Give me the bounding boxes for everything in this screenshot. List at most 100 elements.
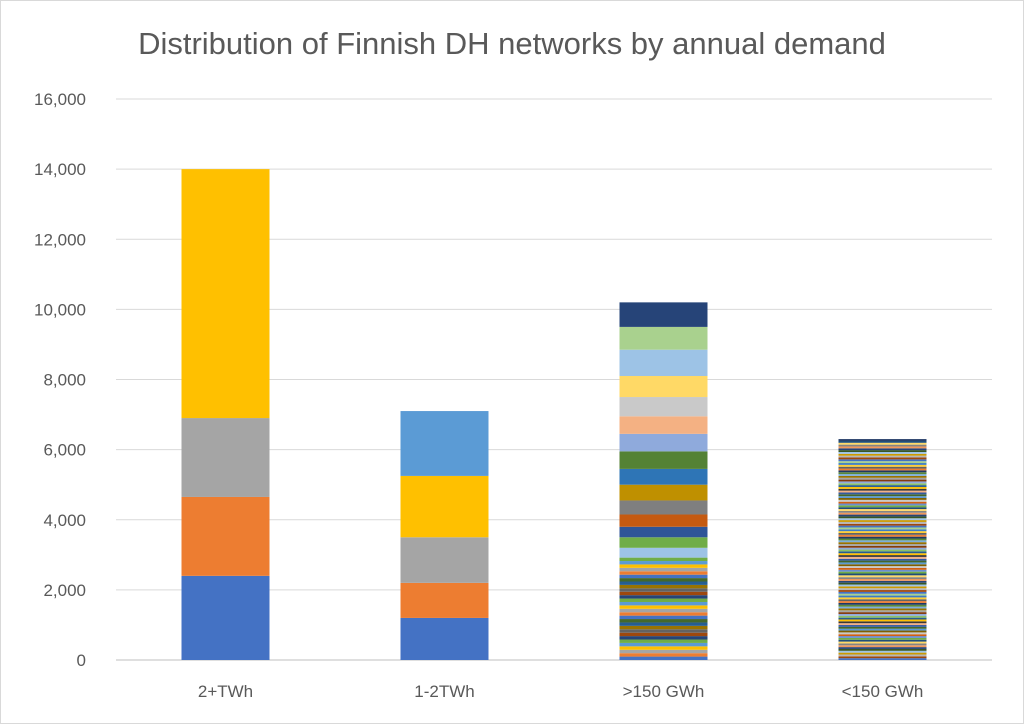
bar-segment bbox=[619, 605, 708, 609]
bar-segment bbox=[838, 577, 927, 580]
bar-segment bbox=[619, 653, 708, 657]
bar-segment bbox=[181, 418, 270, 497]
x-axis-categories: 2+TWh 1-2TWh >150 GWh <150 GWh bbox=[198, 682, 924, 701]
bar-segment bbox=[838, 591, 927, 594]
bar-segment bbox=[619, 514, 708, 527]
y-tick-label: 0 bbox=[77, 651, 86, 670]
bar-segment bbox=[838, 499, 927, 502]
bar-segment bbox=[838, 509, 927, 511]
bar-segment bbox=[619, 526, 708, 538]
bar-segment bbox=[619, 484, 708, 501]
bar-segment bbox=[838, 562, 927, 565]
bar-segment bbox=[400, 537, 489, 583]
y-tick-label: 10,000 bbox=[34, 300, 86, 319]
bar-segment bbox=[838, 525, 927, 528]
bar-segment bbox=[838, 652, 927, 655]
bar-segment bbox=[619, 584, 708, 589]
bar-segment bbox=[838, 558, 927, 561]
bar-segment bbox=[619, 636, 708, 640]
bar-segment bbox=[838, 648, 927, 651]
bar-segment bbox=[838, 520, 927, 522]
bar-segment bbox=[838, 586, 927, 589]
bar-segment bbox=[838, 560, 927, 563]
bar-segment bbox=[619, 625, 708, 630]
bar-segment bbox=[838, 459, 927, 462]
bar-segment bbox=[619, 595, 708, 599]
bar-segment bbox=[619, 375, 708, 398]
bar-segment bbox=[838, 455, 927, 458]
bar-segment bbox=[838, 472, 927, 475]
bar-segment bbox=[838, 516, 927, 519]
bar-segment bbox=[838, 564, 927, 567]
bar-segment bbox=[838, 556, 927, 559]
bar-segment bbox=[838, 580, 927, 583]
y-tick-label: 2,000 bbox=[43, 581, 86, 600]
bar-segment bbox=[619, 564, 708, 568]
bar-segment bbox=[838, 601, 927, 603]
bar-segment bbox=[838, 442, 927, 445]
bar-segment bbox=[181, 575, 270, 660]
bar-segment bbox=[619, 601, 708, 606]
bar-segment bbox=[838, 647, 927, 649]
bar-segment bbox=[838, 531, 927, 533]
bar-segment bbox=[838, 474, 927, 476]
bar-segment bbox=[181, 169, 270, 419]
bar-segment bbox=[838, 514, 927, 517]
bar-segment bbox=[838, 628, 927, 631]
bar-segment bbox=[838, 547, 927, 550]
bar-segment bbox=[619, 649, 708, 654]
bar-segment bbox=[838, 481, 927, 484]
y-tick-label: 8,000 bbox=[43, 371, 86, 390]
bar-segment bbox=[400, 617, 489, 660]
bar-segment bbox=[838, 492, 927, 495]
bar-segment bbox=[838, 538, 927, 541]
chart-title: Distribution of Finnish DH networks by a… bbox=[138, 26, 886, 61]
bar-segment bbox=[619, 571, 708, 575]
bar-segment bbox=[838, 536, 927, 539]
bar-segment bbox=[838, 567, 927, 570]
bar-segment bbox=[838, 510, 927, 513]
bar-segment bbox=[838, 485, 927, 487]
bar-segment bbox=[838, 588, 927, 591]
bar-segment bbox=[838, 523, 927, 526]
bar-segment bbox=[838, 650, 927, 653]
bar-segment bbox=[619, 612, 708, 616]
bar-segment bbox=[838, 636, 927, 638]
bar-segment bbox=[838, 542, 927, 545]
bar-segment bbox=[838, 612, 927, 614]
bar-segment bbox=[838, 545, 927, 548]
bar-segment bbox=[838, 645, 927, 648]
bar-segment bbox=[838, 490, 927, 493]
bar-segment bbox=[838, 503, 927, 506]
bar-segment bbox=[838, 599, 927, 602]
bar-segment bbox=[619, 639, 708, 643]
bar-segment bbox=[838, 654, 927, 657]
bar-segment bbox=[619, 567, 708, 572]
bar-segment bbox=[619, 608, 708, 613]
bar-segment bbox=[838, 549, 927, 552]
bar-segment bbox=[838, 643, 927, 646]
y-axis-ticks: 0 2,000 4,000 6,000 8,000 10,000 12,000 14,000 1… bbox=[34, 90, 86, 670]
bar-segment bbox=[838, 444, 927, 447]
bar-segment bbox=[838, 619, 927, 622]
bar-segment bbox=[838, 641, 927, 644]
bar-segment bbox=[619, 642, 708, 647]
bar-segment bbox=[838, 466, 927, 469]
bar-segment bbox=[838, 606, 927, 609]
bar-segment bbox=[838, 529, 927, 532]
bar-segment bbox=[181, 496, 270, 576]
bar-segment bbox=[838, 521, 927, 524]
bar-segment bbox=[838, 540, 927, 543]
bar-segment bbox=[838, 450, 927, 452]
bar-segment bbox=[619, 578, 708, 582]
bar-segment bbox=[619, 468, 708, 485]
bar-segment bbox=[838, 479, 927, 482]
bar-segment bbox=[619, 646, 708, 650]
bar-segment bbox=[619, 622, 708, 626]
bar-segment bbox=[838, 623, 927, 626]
bar-segment bbox=[838, 446, 927, 449]
bar-segment bbox=[619, 581, 708, 585]
bar-segment bbox=[619, 537, 708, 548]
bar-segment bbox=[838, 595, 927, 598]
bar-segment bbox=[619, 619, 708, 623]
